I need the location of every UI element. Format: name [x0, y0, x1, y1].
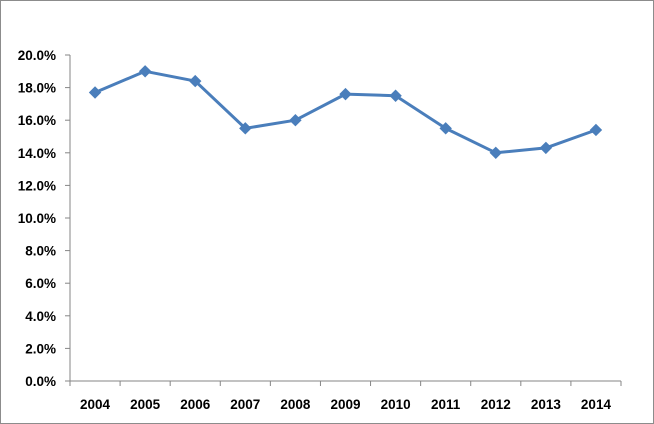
data-point-marker: [339, 87, 352, 101]
y-tick-label: 16.0%: [18, 113, 56, 128]
x-axis: 2004 2005 2006 2007 2008 2009 2010 2011 2012 2013…: [69, 380, 622, 412]
x-tick-label: 2014: [581, 397, 612, 412]
data-point-marker: [489, 146, 502, 160]
x-tick-label: 2007: [230, 397, 260, 412]
y-axis: 0.0% 2.0% 4.0% 6.0% 8.0% 10.0% 12.0% 14.0% 16.0%…: [18, 48, 71, 389]
series-line: [93, 69, 598, 155]
y-tick-label: 20.0%: [18, 48, 56, 63]
y-tick-label: 2.0%: [25, 341, 56, 356]
y-tick-label: 0.0%: [25, 374, 56, 389]
y-tick-label: 8.0%: [25, 244, 56, 259]
x-tick-label: 2008: [280, 397, 311, 412]
x-tick-label: 2013: [531, 397, 562, 412]
data-point-marker: [138, 65, 152, 78]
y-tick-label: 4.0%: [25, 309, 56, 324]
x-tick-label: 2004: [80, 397, 111, 412]
data-point-marker: [289, 113, 302, 127]
x-tick-label: 2006: [180, 397, 211, 412]
x-tick-label: 2012: [481, 397, 511, 412]
y-tick-label: 12.0%: [18, 178, 56, 193]
data-point-marker: [589, 123, 603, 137]
data-point-marker: [539, 141, 553, 155]
data-point-marker: [439, 122, 452, 135]
data-point-marker: [189, 74, 202, 88]
x-tick-label: 2005: [130, 397, 161, 412]
x-tick-label: 2011: [431, 397, 461, 412]
data-point-marker: [389, 89, 402, 102]
y-tick-label: 14.0%: [18, 146, 56, 161]
y-tick-label: 10.0%: [18, 211, 56, 226]
data-point-marker: [88, 86, 102, 99]
series-1: [88, 65, 603, 160]
y-tick-label: 6.0%: [25, 276, 56, 291]
data-point-marker: [239, 122, 252, 135]
x-tick-label: 2010: [381, 397, 411, 412]
y-tick-label: 18.0%: [18, 81, 56, 96]
x-tick-label: 2009: [330, 397, 360, 412]
